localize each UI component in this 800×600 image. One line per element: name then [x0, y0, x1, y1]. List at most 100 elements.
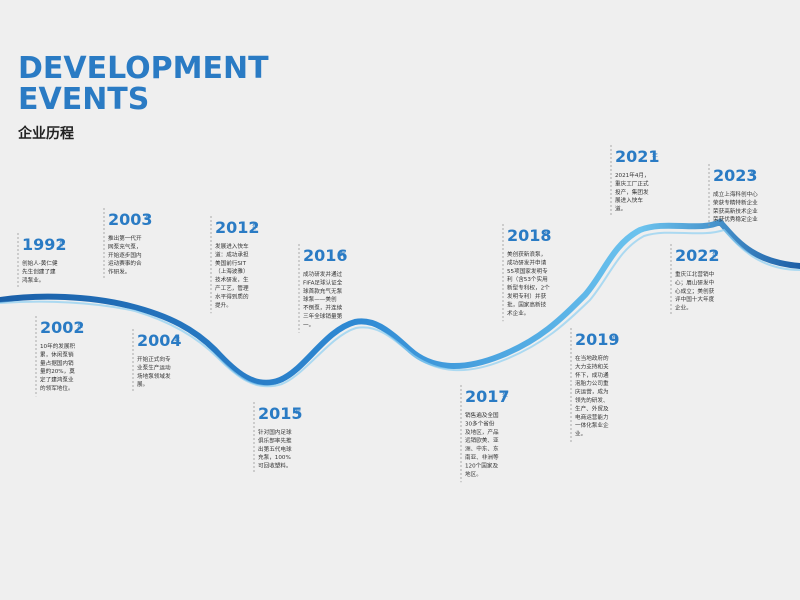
event-text: 庆运营，成为 — [575, 388, 609, 396]
event: 2019年在当地政府的大力支持和关怀下，成功通泡胎力公司重庆运营，成为领先的研发… — [570, 328, 620, 442]
event-text: 泡胎力公司重 — [575, 379, 609, 387]
event-year: 2016 — [303, 246, 348, 265]
event-year: 1992 — [22, 235, 67, 254]
event-text: 可回收塑料。 — [258, 462, 292, 470]
event-text: 展进入快车 — [615, 196, 643, 204]
event-year-suffix: 年 — [174, 336, 180, 344]
event-text: 利（含53个实用 — [507, 275, 548, 283]
event-year-suffix: 年 — [340, 251, 346, 259]
event-text: 充泵，100% — [258, 453, 291, 461]
event-text: 作研发。 — [108, 268, 130, 276]
event-text: 美国前行SIT — [215, 259, 247, 267]
event-text: 重庆工厂正式 — [615, 179, 649, 187]
event-text: 不倒泵，并连续 — [303, 304, 343, 312]
event-year: 2015 — [258, 404, 303, 423]
event-year: 2003 — [108, 210, 153, 229]
event-text: 量的20%，奠 — [40, 367, 75, 375]
event: 2012年发展进入快车道：成功承担美国前行SIT（上海波雅）技术研发，生产工艺，… — [210, 216, 260, 314]
event-year-suffix: 年 — [145, 215, 151, 223]
event-text: 10年的发展积 — [40, 342, 75, 350]
event-text: 产工艺，管理 — [215, 284, 249, 292]
event-text: 30多个省份 — [465, 419, 495, 427]
event-text: FIFA足球认证全 — [303, 278, 343, 286]
event-text: 累，休闲泵销 — [40, 350, 74, 358]
event-text: 企业。 — [675, 304, 692, 312]
event-text: 批，国家高新技 — [507, 300, 547, 308]
event-text: 销售遍及全国 — [465, 411, 499, 419]
event-text: 业泵生产运动 — [137, 363, 171, 371]
event-text: 的领军地位。 — [40, 384, 74, 392]
event-text: 55项国家发明专 — [507, 267, 548, 275]
event-year-suffix: 年 — [750, 171, 756, 179]
event-year-suffix: 年 — [295, 409, 301, 417]
event-text: 成立上海科创中心 — [713, 190, 758, 198]
event-text: 成功研发并通过 — [303, 270, 343, 278]
event-text: 成功研发并申请 — [507, 258, 547, 266]
event-year-suffix: 年 — [252, 223, 258, 231]
event-year: 2017 — [465, 387, 510, 406]
event-text: 推出第一代开 — [108, 234, 142, 242]
event-text: 2021年4月， — [615, 171, 650, 179]
event: 2018年美创获新浪泵，成功研发并申请55项国家发明专利（含53个实用新型专利权… — [502, 224, 552, 322]
event-year-suffix: 年 — [502, 392, 508, 400]
event-text: 一体化泵业企 — [575, 421, 609, 429]
event-text: 一。 — [303, 322, 314, 328]
event-text: 投产，集团发 — [615, 188, 649, 196]
event-text: 生产、外贸及 — [575, 404, 609, 412]
event-text: 大力支持和关 — [575, 362, 609, 370]
event-text: 荣获高新技术企业 — [713, 207, 758, 215]
event-year-suffix: 年 — [77, 323, 83, 331]
event-text: 球泵——美创 — [303, 295, 337, 303]
event-text: 针对国内足球 — [258, 428, 292, 436]
event-text: 提升。 — [215, 301, 232, 309]
title-line: DEVELOPMENT — [18, 51, 269, 86]
event-text: 120个国家及 — [465, 461, 498, 469]
events: 1992年创始人-黄仁健先生创建了建鸿泵业。2002年10年的发展积累，休闲泵销… — [17, 145, 758, 483]
event-text: 道。 — [615, 205, 626, 213]
river-edge — [0, 228, 800, 388]
event-text: 量占据国内销 — [40, 359, 74, 367]
event-year: 2021 — [615, 147, 660, 166]
event-text: 开始逐步国内 — [108, 251, 142, 259]
event-year: 2022 — [675, 246, 720, 265]
title-line: EVENTS — [18, 82, 149, 117]
event-text: 网泵充气泵， — [108, 242, 142, 250]
event-text: 领先的研发、 — [575, 396, 609, 404]
event-text: 水平得到质的 — [215, 292, 249, 300]
event-text: 球首款充气无泵 — [303, 287, 343, 295]
event-year: 2004 — [137, 331, 182, 350]
event-text: 重庆江北营销中 — [675, 270, 715, 278]
event-text: 创始人-黄仁健 — [22, 259, 58, 267]
event-text: 定了建鸿泵业 — [40, 376, 74, 384]
event-text: 心成立；美创获 — [675, 287, 715, 295]
event-text: 先生创建了建 — [22, 267, 56, 275]
event-text: 业。 — [575, 430, 586, 438]
event-year: 2018 — [507, 226, 552, 245]
event-text: 技术研发，生 — [215, 276, 249, 284]
event-text: （上海波雅） — [215, 267, 249, 275]
event-year-suffix: 年 — [652, 152, 658, 160]
event-year-suffix: 年 — [544, 231, 550, 239]
event-year: 2012 — [215, 218, 260, 237]
event-text: 心；眉山研发中 — [675, 278, 715, 286]
event-text: 洲、中东、东 — [465, 445, 499, 453]
event-year-suffix: 年 — [712, 251, 718, 259]
event-text: 术企业。 — [507, 309, 529, 317]
event-year-suffix: 年 — [612, 335, 618, 343]
event-text: 南亚、非洲等 — [465, 453, 499, 461]
event-text: 电商运营能力 — [575, 413, 609, 421]
event-text: 三年全球销量第 — [303, 312, 343, 320]
event-text: 出第五代电球 — [258, 445, 292, 453]
subtitle: 企业历程 — [17, 125, 74, 142]
river-main — [0, 218, 800, 386]
event-text: 在当地政府的 — [575, 354, 609, 362]
event-text: 怀下，成功通 — [575, 371, 609, 379]
